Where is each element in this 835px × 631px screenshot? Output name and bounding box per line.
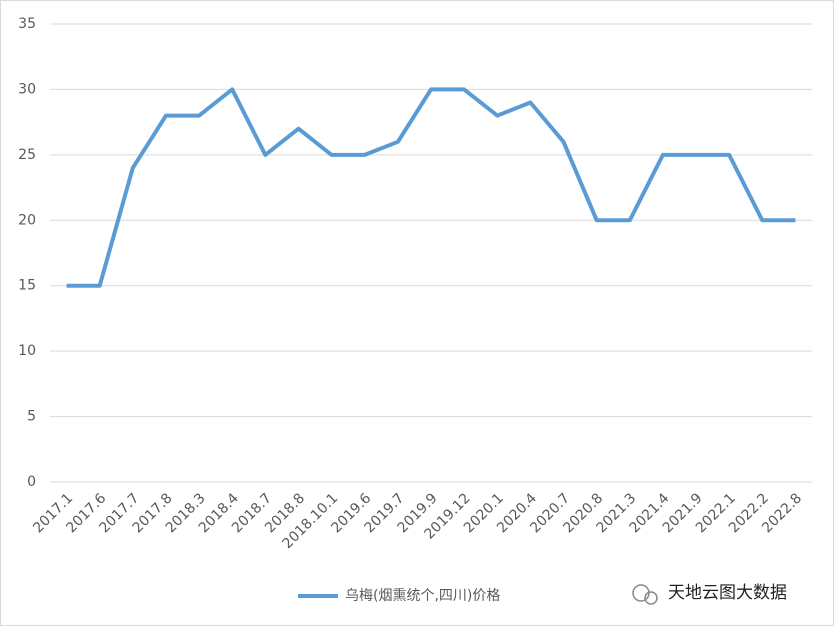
y-tick-label: 35	[18, 16, 36, 32]
y-tick-label: 25	[18, 147, 36, 163]
watermark: 天地云图大数据	[632, 583, 787, 605]
y-tick-label: 0	[27, 474, 36, 490]
line-series	[66, 87, 796, 288]
y-tick-label: 20	[18, 212, 36, 228]
watermark-icon	[644, 591, 658, 605]
y-tick-label: 10	[18, 343, 36, 359]
watermark-text: 天地云图大数据	[668, 583, 787, 603]
legend-label: 乌梅(烟熏统个,四川)价格	[345, 588, 500, 604]
y-tick-label: 5	[27, 409, 36, 425]
y-tick-label: 15	[18, 278, 36, 294]
y-tick-label: 30	[18, 81, 36, 97]
